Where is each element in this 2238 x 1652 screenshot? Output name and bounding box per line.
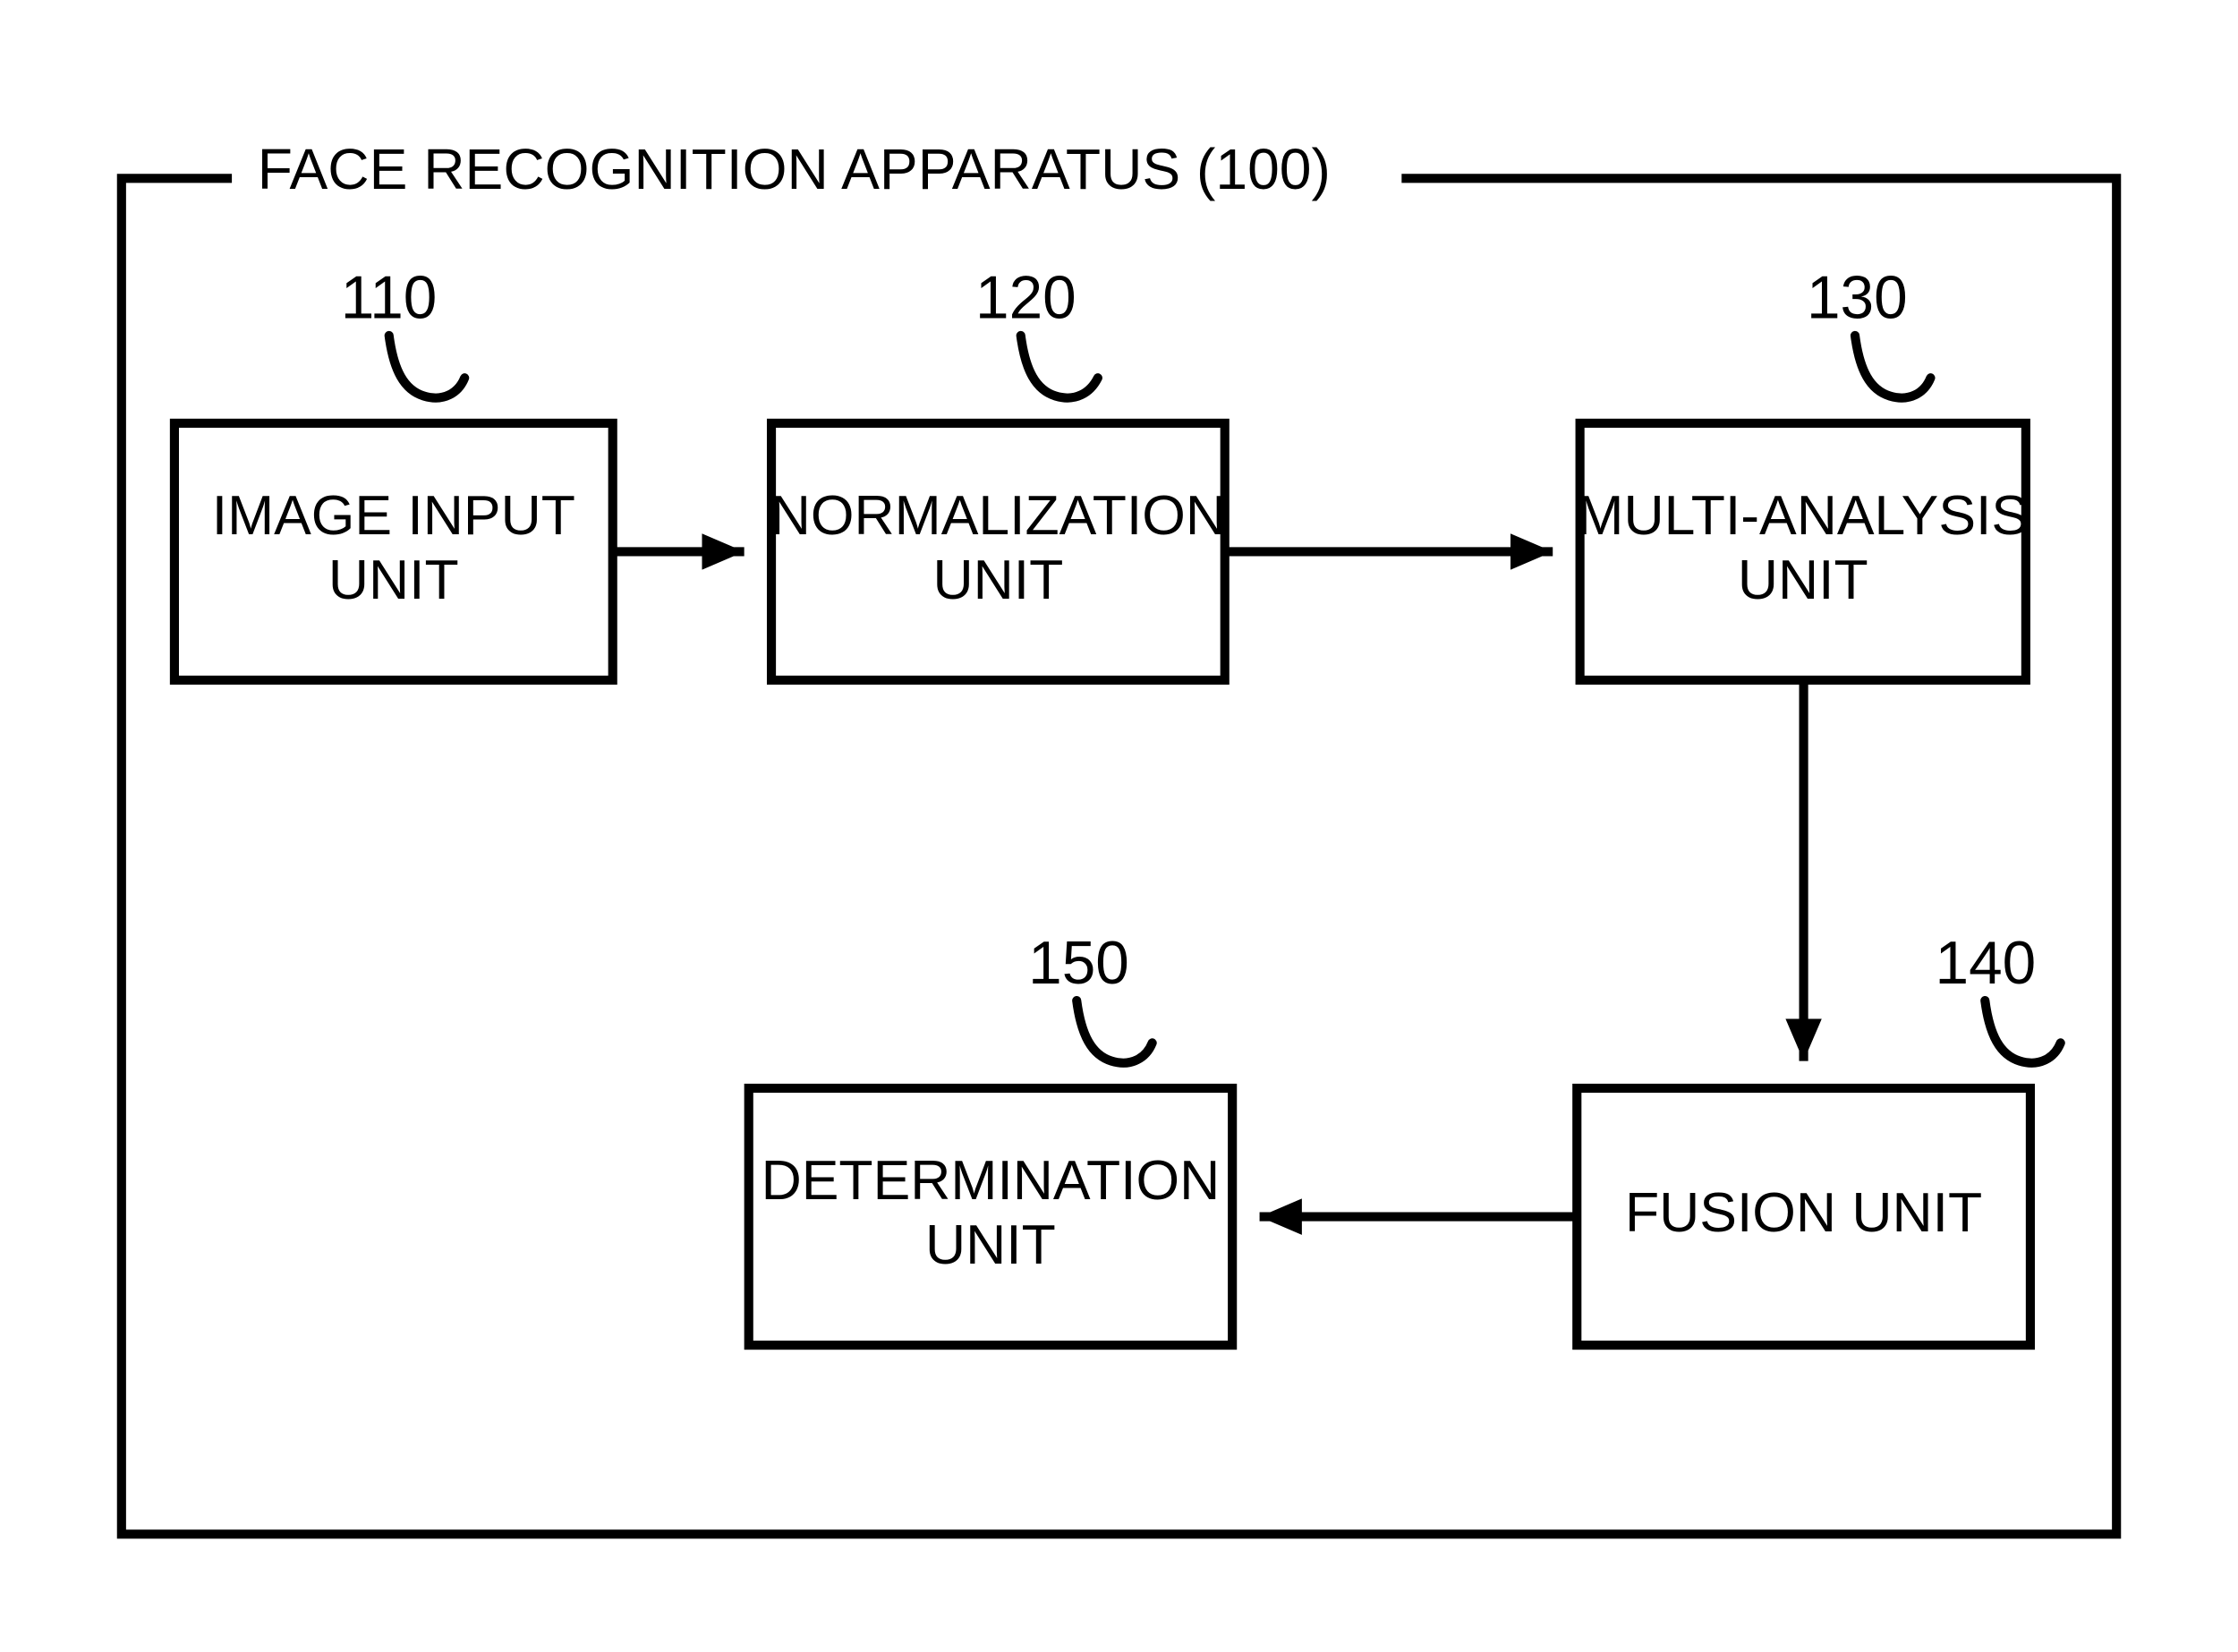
node-label-image_input-line1: UNIT xyxy=(328,549,459,611)
face-recognition-diagram: FACE RECOGNITION APPARATUS (100) IMAGE IN… xyxy=(0,0,2238,1652)
node-label-normalization-line0: NORMALIZATION xyxy=(770,484,1226,547)
ref-label-normalization: 120 xyxy=(975,265,1076,332)
node-label-determination-line0: DETERMINATION xyxy=(762,1149,1221,1212)
ref-image_input: 110 xyxy=(341,265,464,398)
node-label-multi_analysis-line1: UNIT xyxy=(1738,549,1868,611)
ref-curve-fusion xyxy=(1985,1001,2060,1063)
ref-normalization: 120 xyxy=(975,265,1098,398)
ref-curve-normalization xyxy=(1021,336,1098,398)
node-image_input: IMAGE INPUTUNIT xyxy=(174,423,613,680)
ref-determination: 150 xyxy=(1028,930,1152,1063)
ref-label-image_input: 110 xyxy=(341,265,438,332)
node-multi_analysis: MULTI-ANALYSISUNIT xyxy=(1577,423,2029,680)
ref-curve-determination xyxy=(1076,1001,1152,1063)
ref-label-multi_analysis: 130 xyxy=(1807,265,1908,332)
node-fusion: FUSION UNIT xyxy=(1577,1088,2030,1345)
ref-curve-image_input xyxy=(389,336,464,398)
node-label-fusion-line0: FUSION UNIT xyxy=(1625,1181,1982,1244)
node-normalization: NORMALIZATIONUNIT xyxy=(770,423,1226,680)
ref-label-fusion: 140 xyxy=(1936,930,2037,997)
container-title: FACE RECOGNITION APPARATUS (100) xyxy=(258,137,1331,201)
node-label-determination-line1: UNIT xyxy=(925,1213,1056,1276)
ref-curve-multi_analysis xyxy=(1855,336,1930,398)
node-label-multi_analysis-line0: MULTI-ANALYSIS xyxy=(1577,484,2029,547)
ref-label-determination: 150 xyxy=(1028,930,1129,997)
ref-multi_analysis: 130 xyxy=(1807,265,1930,398)
node-label-image_input-line0: IMAGE INPUT xyxy=(212,484,575,547)
node-determination: DETERMINATIONUNIT xyxy=(749,1088,1232,1345)
ref-fusion: 140 xyxy=(1936,930,2061,1063)
node-label-normalization-line1: UNIT xyxy=(932,549,1063,611)
